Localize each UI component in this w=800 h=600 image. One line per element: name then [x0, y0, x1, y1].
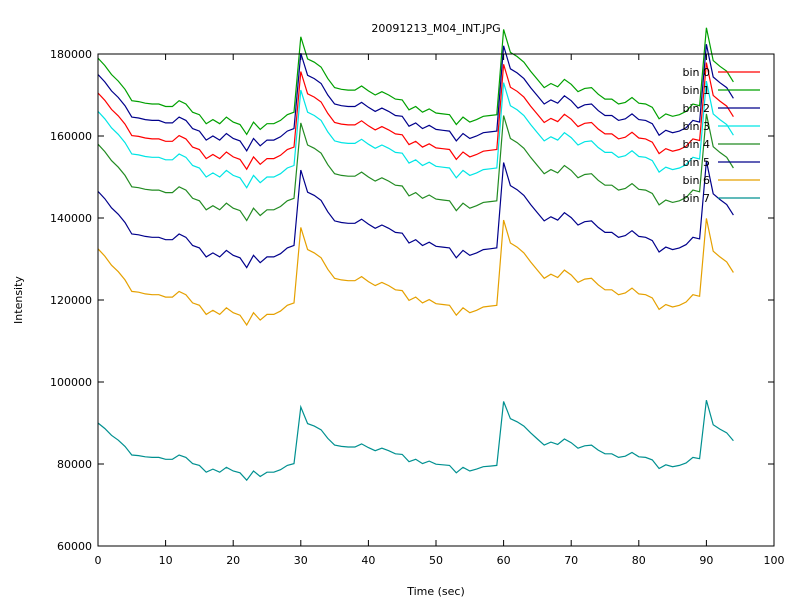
legend-label: bin 1 [682, 84, 710, 97]
plot-frame [97, 53, 775, 547]
y-tick-label: 120000 [50, 294, 92, 307]
x-tick-label: 40 [361, 554, 375, 567]
legend-label: bin 0 [682, 66, 710, 79]
x-axis-label: Time (sec) [406, 585, 465, 598]
x-tick-label: 0 [95, 554, 102, 567]
legend-label: bin 5 [682, 156, 710, 169]
x-tick-label: 60 [497, 554, 511, 567]
series-line-bin-7 [97, 400, 734, 482]
x-axis-ticks: 0 10 20 30 40 50 60 70 80 90 100 [95, 54, 785, 567]
series-line-bin-2 [97, 44, 734, 152]
series-line-bin-6 [97, 218, 734, 327]
y-tick-label: 140000 [50, 212, 92, 225]
y-axis-label: Intensity [12, 276, 25, 324]
series-line-bin-4 [97, 113, 734, 222]
y-tick-label: 160000 [50, 130, 92, 143]
y-axis-ticks: 60000 80000 100000 120000 140000 160000 180000 [50, 48, 774, 553]
x-tick-label: 30 [294, 554, 308, 567]
legend-label: bin 2 [682, 102, 710, 115]
legend: bin 0 bin 1 bin 2 bin 3 bin 4 bin 5 bin 6 bin 7 [682, 66, 760, 205]
series-line-bin-5 [97, 160, 734, 269]
series-line-bin-1 [97, 27, 734, 136]
y-tick-label: 60000 [57, 540, 92, 553]
series-line-bin-3 [97, 80, 734, 189]
y-tick-label: 80000 [57, 458, 92, 471]
legend-label: bin 4 [682, 138, 710, 151]
x-tick-label: 50 [429, 554, 443, 567]
chart-title: 20091213_M04_INT.JPG [371, 22, 500, 35]
x-tick-label: 90 [699, 554, 713, 567]
series-lines [97, 27, 734, 482]
y-tick-label: 100000 [50, 376, 92, 389]
legend-label: bin 3 [682, 120, 710, 133]
series-line-bin-0 [97, 62, 734, 171]
x-tick-label: 20 [226, 554, 240, 567]
x-tick-label: 10 [159, 554, 173, 567]
legend-label: bin 7 [682, 192, 710, 205]
legend-label: bin 6 [682, 174, 710, 187]
x-tick-label: 70 [564, 554, 578, 567]
x-tick-label: 80 [632, 554, 646, 567]
y-tick-label: 180000 [50, 48, 92, 61]
x-tick-label: 100 [764, 554, 785, 567]
